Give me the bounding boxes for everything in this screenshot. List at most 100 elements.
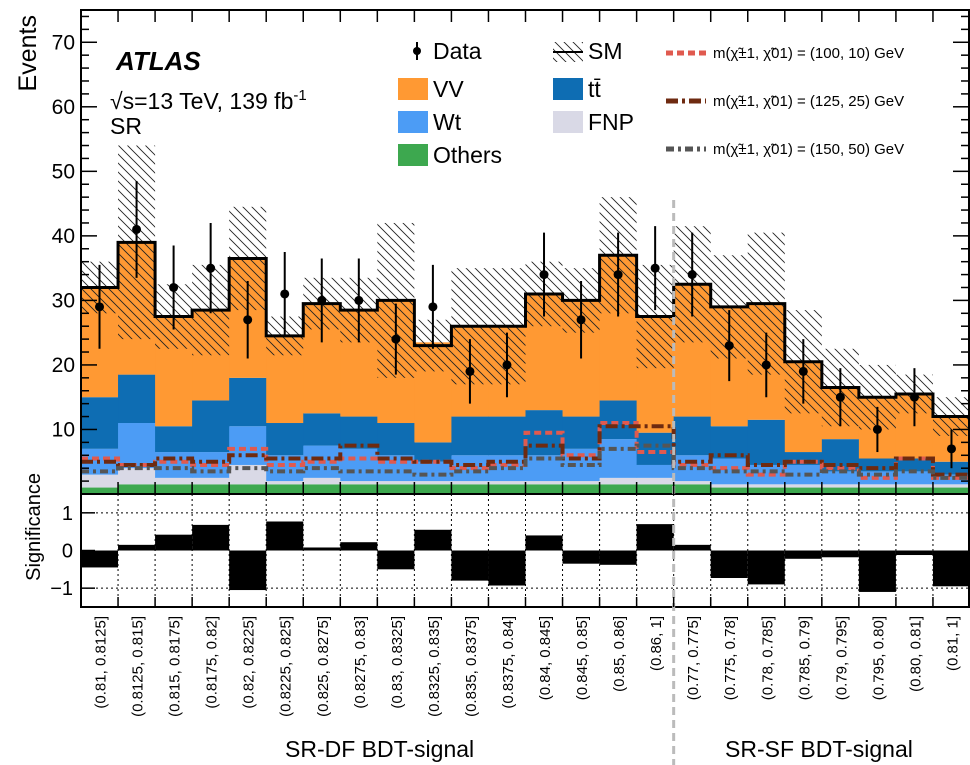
energy-label-superscript: -1 bbox=[293, 87, 306, 104]
legend-signal2-label: m(χ̃±1, χ̃01) = (125, 25) GeV bbox=[713, 93, 904, 110]
bar-fnp-5 bbox=[266, 481, 304, 485]
energy-label: √s=13 TeV, 139 fb-1 bbox=[110, 87, 307, 114]
bar-others-5 bbox=[266, 484, 304, 494]
main-ylabel: Events bbox=[14, 15, 42, 91]
main-ytick-label-70: 70 bbox=[52, 31, 75, 54]
data-point-16 bbox=[687, 270, 697, 280]
bin-label-12: (0.84, 0.845] bbox=[537, 616, 554, 700]
data-point-20 bbox=[835, 392, 845, 402]
bar-tt-2 bbox=[155, 426, 193, 453]
data-point-14 bbox=[613, 270, 623, 280]
bar-fnp-21 bbox=[858, 484, 897, 488]
bar-fnp-14 bbox=[599, 477, 638, 485]
bar-wt-9 bbox=[414, 461, 452, 482]
data-point-12 bbox=[539, 270, 549, 280]
bar-fnp-4 bbox=[229, 464, 267, 485]
legend-fnp-swatch bbox=[553, 111, 583, 133]
legend-ttbar-label: tt̄ bbox=[588, 76, 601, 102]
significance-bar-5 bbox=[266, 521, 304, 551]
bin-label-20: (0.79, 0.795] bbox=[833, 616, 850, 700]
bin-label-21: (0.795, 0.80] bbox=[870, 616, 887, 700]
bar-others-10 bbox=[451, 484, 489, 494]
bar-others-4 bbox=[229, 484, 267, 494]
bar-others-12 bbox=[525, 484, 564, 494]
significance-bar-12 bbox=[525, 535, 563, 551]
main-ytick-label-60: 60 bbox=[52, 96, 75, 119]
bar-others-15 bbox=[636, 484, 675, 494]
significance-bar-23 bbox=[932, 550, 970, 587]
data-point-22 bbox=[909, 392, 919, 402]
significance-bar-9 bbox=[414, 529, 452, 551]
significance-bar-1 bbox=[118, 544, 156, 551]
bar-tt-5 bbox=[266, 423, 304, 456]
bar-others-19 bbox=[784, 487, 823, 494]
bin-labels: (0.81, 0.8125] (0.8125, 0.815] (0.815, 0.8… bbox=[93, 616, 962, 717]
significance-bar-20 bbox=[821, 550, 859, 558]
bar-fnp-11 bbox=[488, 481, 526, 485]
bar-fnp-6 bbox=[303, 477, 341, 485]
bar-fnp-3 bbox=[192, 477, 230, 485]
significance-bar-8 bbox=[377, 550, 415, 570]
data-point-17 bbox=[724, 341, 734, 351]
bar-fnp-17 bbox=[710, 484, 749, 488]
bin-label-5: (0.8225, 0.825] bbox=[278, 616, 295, 717]
data-point-1 bbox=[132, 224, 142, 234]
bar-wt-4 bbox=[229, 426, 267, 465]
bin-label-11: (0.8375, 0.84] bbox=[500, 616, 517, 709]
legend-data-label: Data bbox=[433, 38, 482, 64]
bin-label-23: (0.81, 1] bbox=[944, 616, 961, 671]
bin-label-7: (0.8275, 0.83] bbox=[352, 616, 369, 709]
bar-fnp-7 bbox=[340, 481, 378, 485]
bar-wt-19 bbox=[784, 464, 823, 485]
data-point-8 bbox=[391, 334, 401, 344]
bar-tt-4 bbox=[229, 377, 267, 427]
data-point-13 bbox=[576, 315, 586, 325]
legend-wt-label: Wt bbox=[433, 109, 462, 135]
bar-fnp-16 bbox=[673, 481, 712, 485]
bar-others-1 bbox=[118, 484, 156, 494]
bar-tt-1 bbox=[118, 374, 156, 424]
main-ytick-label-40: 40 bbox=[52, 225, 75, 248]
bar-fnp-12 bbox=[525, 481, 564, 485]
data-point-7 bbox=[354, 295, 364, 305]
legend-vv-swatch bbox=[398, 78, 428, 100]
legend-others-label: Others bbox=[433, 142, 502, 168]
data-point-6 bbox=[317, 295, 327, 305]
data-point-9 bbox=[428, 302, 438, 312]
bin-label-4: (0.82, 0.8225] bbox=[241, 616, 258, 709]
sig-ytick-label-1: 1 bbox=[62, 503, 73, 525]
legend-vv-label: VV bbox=[433, 76, 464, 102]
bin-label-6: (0.825, 0.8275] bbox=[315, 616, 332, 717]
bar-tt-18 bbox=[747, 419, 786, 465]
region-sr-label: SR bbox=[110, 113, 142, 139]
bar-others-0 bbox=[81, 487, 119, 494]
bar-wt-2 bbox=[155, 452, 193, 478]
bar-others-18 bbox=[747, 487, 786, 494]
significance-bar-16 bbox=[673, 544, 711, 551]
significance-bar-15 bbox=[636, 524, 674, 551]
bin-label-10: (0.835, 0.8375] bbox=[463, 616, 480, 717]
bar-tt-22 bbox=[895, 458, 934, 472]
bar-tt-7 bbox=[340, 416, 378, 449]
bar-tt-8 bbox=[377, 423, 415, 456]
significance-bar-6 bbox=[303, 547, 341, 551]
bar-tt-15 bbox=[636, 432, 675, 465]
bar-tt-9 bbox=[414, 442, 452, 462]
sm-total-line bbox=[81, 240, 970, 419]
data-point-15 bbox=[650, 263, 660, 273]
significance-bar-13 bbox=[562, 550, 600, 564]
bin-label-17: (0.775, 0.78] bbox=[722, 616, 739, 700]
bar-others-2 bbox=[155, 484, 193, 494]
data-point-0 bbox=[95, 302, 105, 312]
bar-others-6 bbox=[303, 484, 341, 494]
bar-others-13 bbox=[562, 484, 601, 494]
significance-bar-4 bbox=[229, 550, 267, 591]
bar-wt-20 bbox=[821, 471, 860, 485]
bar-wt-15 bbox=[636, 464, 675, 478]
bin-label-19: (0.785, 0.79] bbox=[796, 616, 813, 700]
significance-bar-2 bbox=[155, 534, 193, 551]
bin-label-3: (0.8175, 0.82] bbox=[204, 616, 221, 709]
bar-others-17 bbox=[710, 487, 749, 494]
bar-tt-11 bbox=[488, 416, 526, 456]
significance-bar-18 bbox=[747, 550, 785, 585]
